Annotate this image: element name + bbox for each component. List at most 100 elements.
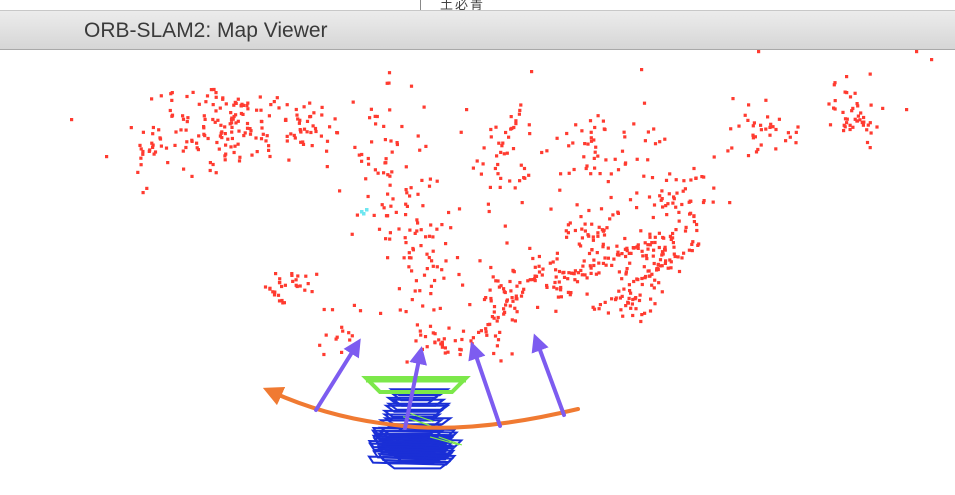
map-point bbox=[513, 306, 517, 310]
map-point bbox=[477, 330, 481, 334]
map-point bbox=[661, 235, 665, 240]
map-point bbox=[70, 118, 74, 122]
map-point bbox=[492, 305, 497, 309]
map-point bbox=[591, 238, 595, 242]
map-point bbox=[352, 303, 356, 307]
map-point bbox=[443, 351, 447, 355]
map-point bbox=[325, 165, 329, 169]
map-point bbox=[498, 330, 502, 334]
map-viewer-canvas[interactable] bbox=[0, 50, 955, 495]
map-point bbox=[687, 200, 691, 204]
map-point bbox=[305, 119, 310, 123]
map-point bbox=[409, 84, 414, 88]
map-point bbox=[768, 125, 772, 129]
map-point bbox=[508, 279, 512, 284]
map-point bbox=[333, 117, 337, 121]
window-titlebar[interactable]: ORB-SLAM2: Map Viewer bbox=[0, 10, 955, 50]
map-point bbox=[658, 264, 663, 268]
map-point bbox=[540, 273, 544, 277]
map-point bbox=[669, 266, 673, 270]
map-point bbox=[230, 125, 234, 129]
map-point bbox=[461, 329, 466, 333]
map-point bbox=[214, 91, 218, 95]
map-point bbox=[368, 116, 372, 120]
map-point bbox=[669, 260, 673, 264]
map-point bbox=[413, 289, 417, 293]
map-point bbox=[384, 157, 388, 161]
map-point bbox=[553, 280, 557, 285]
map-point bbox=[174, 130, 178, 134]
map-point bbox=[308, 115, 312, 119]
map-point bbox=[637, 298, 642, 303]
map-point bbox=[573, 278, 577, 282]
map-point bbox=[515, 310, 519, 314]
map-point bbox=[258, 95, 262, 99]
map-point bbox=[277, 106, 281, 110]
map-point bbox=[150, 141, 154, 145]
map-point bbox=[404, 202, 408, 206]
map-point bbox=[206, 136, 210, 141]
map-point bbox=[260, 126, 264, 130]
direction-arrow bbox=[403, 346, 428, 430]
map-point bbox=[650, 283, 654, 287]
map-point bbox=[298, 118, 302, 122]
map-point bbox=[661, 205, 665, 209]
map-point bbox=[404, 165, 408, 169]
map-point bbox=[746, 118, 750, 122]
map-point bbox=[667, 192, 671, 196]
map-point bbox=[601, 229, 605, 233]
map-point bbox=[643, 241, 647, 245]
map-point bbox=[582, 259, 586, 263]
map-point bbox=[875, 125, 879, 129]
map-point bbox=[223, 154, 227, 158]
map-point bbox=[228, 122, 232, 126]
map-point bbox=[658, 258, 663, 262]
map-point bbox=[487, 209, 491, 214]
map-point bbox=[697, 242, 701, 246]
map-point bbox=[489, 296, 493, 301]
map-point bbox=[185, 94, 189, 99]
map-point bbox=[657, 231, 661, 235]
map-point bbox=[303, 288, 307, 292]
map-point bbox=[513, 186, 517, 190]
map-point bbox=[261, 132, 265, 136]
map-point bbox=[674, 228, 678, 232]
map-point bbox=[421, 204, 425, 208]
map-point bbox=[265, 134, 269, 138]
map-point bbox=[642, 265, 646, 269]
map-point bbox=[593, 150, 597, 154]
map-point bbox=[774, 147, 778, 151]
map-point bbox=[668, 258, 672, 262]
map-point bbox=[777, 117, 781, 121]
map-point bbox=[596, 154, 600, 158]
map-point bbox=[277, 299, 282, 303]
map-point bbox=[296, 117, 300, 121]
map-viewer-svg[interactable] bbox=[0, 50, 955, 495]
map-point bbox=[386, 192, 390, 196]
map-point bbox=[387, 71, 392, 75]
map-point bbox=[598, 303, 602, 307]
map-point bbox=[382, 206, 386, 210]
map-point bbox=[479, 329, 483, 333]
map-point bbox=[646, 243, 650, 247]
map-point bbox=[239, 111, 243, 116]
map-point bbox=[294, 107, 298, 112]
map-point bbox=[386, 173, 390, 177]
map-point bbox=[580, 236, 584, 240]
map-point bbox=[437, 338, 441, 342]
map-point bbox=[435, 227, 439, 231]
map-point bbox=[677, 210, 681, 214]
map-point bbox=[833, 99, 837, 103]
map-point bbox=[415, 218, 419, 222]
map-point bbox=[384, 161, 388, 165]
map-point bbox=[296, 274, 300, 278]
map-point bbox=[518, 281, 522, 285]
map-point bbox=[373, 114, 377, 118]
map-point bbox=[590, 222, 594, 226]
map-point bbox=[632, 122, 636, 126]
map-point bbox=[400, 124, 404, 129]
map-point bbox=[301, 140, 305, 144]
map-point bbox=[375, 114, 379, 119]
map-point bbox=[851, 106, 855, 110]
map-point bbox=[633, 297, 637, 301]
